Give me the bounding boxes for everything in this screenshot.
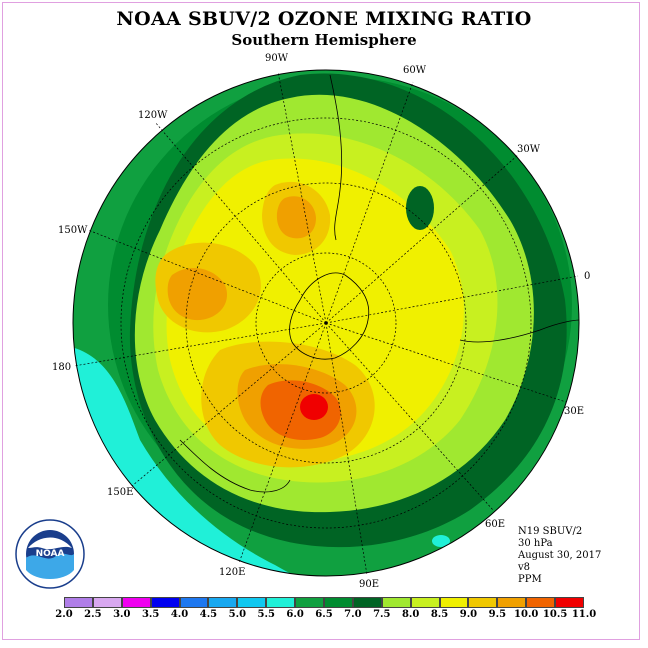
colorbar-tick-label: 6.5 [315, 609, 333, 620]
colorbar-tick-label: 8.0 [401, 609, 420, 620]
colorbar-tick-label: 4.0 [170, 609, 189, 620]
colorbar-tick-label: 7.0 [344, 609, 362, 620]
colorbar-tick-label: 6.0 [286, 609, 304, 620]
colorbar-tick-label: 5.5 [257, 609, 275, 620]
colorbar-cell [208, 597, 238, 608]
colorbar-tick-label: 2.0 [55, 609, 73, 620]
band-9-5-west [167, 267, 228, 321]
info-pressure: 30 hPa [518, 538, 553, 549]
colorbar-cell [295, 597, 325, 608]
colorbar-cell [324, 597, 353, 608]
info-panel: N19 SBUV/2 30 hPa August 30, 2017 v8 PPM [518, 526, 601, 586]
colorbar-cell [497, 597, 527, 608]
noaa-logo: NOAA [15, 519, 85, 589]
colorbar-cell [237, 597, 267, 608]
colorbar [64, 597, 585, 608]
africa-coastline [459, 319, 579, 343]
colorbar-tick-label: 11.0 [571, 609, 597, 620]
antarctica-coastline [289, 272, 370, 360]
map-boundary [72, 69, 580, 577]
lon-label-120w: 120W [138, 110, 168, 121]
lon-label-90e: 90E [359, 579, 379, 590]
info-units: PPM [518, 574, 542, 585]
info-version: v8 [518, 562, 531, 573]
colorbar-cell [179, 597, 209, 608]
lon-label-60e: 60E [485, 519, 505, 530]
map-subtitle: Southern Hemisphere [231, 31, 417, 49]
colorbar-cell [92, 597, 122, 608]
lon-label-30e: 30E [564, 406, 584, 417]
lon-label-120e: 120E [219, 567, 245, 578]
band-9-5-north [276, 196, 316, 239]
colorbar-cell [468, 597, 498, 608]
colorbar-cell [352, 597, 382, 608]
colorbar-tick-label: 3.5 [141, 609, 160, 620]
colorbar-tick-label: 8.5 [430, 609, 449, 620]
lon-label-30w: 30W [517, 144, 541, 155]
band-10-5-core [300, 394, 328, 420]
lon-label-150e: 150E [107, 487, 133, 498]
lon-label-90w: 90W [265, 53, 289, 64]
band-7-0-patch [406, 186, 434, 230]
colorbar-tick-label: 5.0 [228, 609, 247, 620]
colorbar-tick-label: 2.5 [84, 609, 102, 620]
figure-frame [2, 2, 640, 640]
lon-label-150w: 150W [58, 225, 88, 236]
south-america-coastline [329, 74, 343, 241]
colorbar-cell [381, 597, 411, 608]
colorbar-cell [410, 597, 440, 608]
colorbar-cell [266, 597, 296, 608]
colorbar-cell [150, 597, 180, 608]
ozone-field [73, 70, 579, 576]
colorbar-cell [64, 597, 93, 608]
australia-coastline [179, 439, 291, 493]
map-title: NOAA SBUV/2 OZONE MIXING RATIO [116, 8, 532, 30]
colorbar-labels: 2.0 2.5 3.0 3.5 4.0 4.5 5.0 5.5 6.0 6.5 7.0 7.5 8.0 8… [55, 609, 596, 623]
info-satellite: N19 SBUV/2 [518, 526, 583, 537]
graticule [73, 71, 579, 576]
colorbar-tick-label: 9.0 [459, 609, 478, 620]
info-date: August 30, 2017 [518, 550, 602, 561]
colorbar-cell [121, 597, 151, 608]
colorbar-cell [555, 597, 585, 608]
colorbar-tick-label: 10.5 [542, 609, 568, 620]
lon-label-60w: 60W [403, 65, 427, 76]
lon-label-0: 0 [584, 271, 590, 282]
colorbar-tick-label: 4.5 [199, 609, 218, 620]
band-6-0-patch [432, 535, 450, 547]
colorbar-tick-label: 9.5 [488, 609, 507, 620]
colorbar-cell [526, 597, 556, 608]
noaa-logo-text: NOAA [36, 549, 65, 559]
colorbar-tick-label: 3.0 [113, 609, 131, 620]
colorbar-tick-label: 7.5 [373, 609, 391, 620]
colorbar-tick-label: 10.0 [514, 609, 539, 620]
colorbar-cell [439, 597, 469, 608]
lon-label-180: 180 [52, 362, 71, 373]
